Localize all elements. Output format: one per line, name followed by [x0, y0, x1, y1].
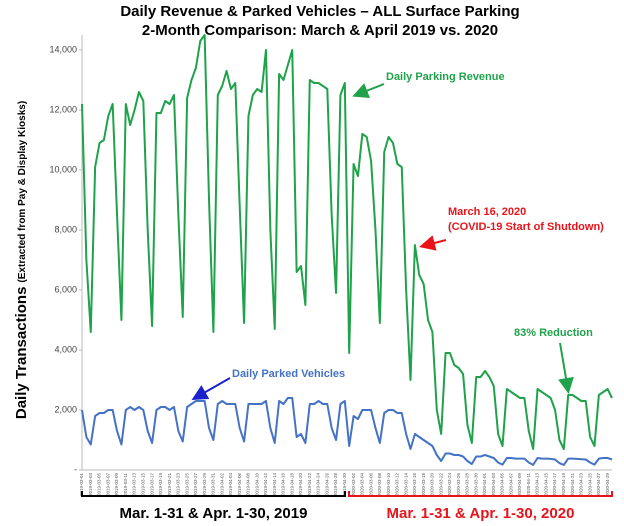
- x-tick-label: 2019-04-28: [333, 473, 338, 497]
- x-tick-label: 2020-03-04: [360, 473, 365, 497]
- x-tick-label: 2019-03-11: [123, 473, 128, 496]
- x-tick-label: 2020-04-03: [491, 473, 496, 497]
- x-tick-label: 2019-04-24: [316, 473, 321, 497]
- x-tick-label: 2020-04-13: [535, 473, 540, 497]
- x-tick-label: 2019-04-14: [272, 473, 277, 497]
- chart-title: Daily Revenue & Parked Vehicles – ALL Su…: [120, 3, 519, 20]
- annotation-arrow: [558, 342, 574, 394]
- annotation: 83% Reduction: [514, 327, 593, 339]
- x-tick-label: 2019-04-12: [263, 473, 268, 497]
- y-tick-label: 12,000: [49, 104, 77, 114]
- x-tick-label: 2019-03-13: [132, 473, 137, 497]
- y-tick-label: 10,000: [49, 164, 77, 174]
- x-tick-label: 2019-03-15: [141, 473, 146, 497]
- x-tick-label: 2019-04-10: [254, 473, 259, 497]
- x-tick-label: 2020-03-24: [447, 473, 452, 497]
- x-tick-label: 2020-04-25: [587, 473, 592, 497]
- series-line: [81, 397, 613, 466]
- x-tick-label: 2020-04-01: [482, 473, 487, 497]
- group-label: Mar. 1-31 & Apr. 1-30, 2019: [120, 505, 308, 522]
- group-bracket: [348, 491, 613, 497]
- x-tick-label: 2019-03-05: [97, 473, 102, 497]
- x-tick-label: 2020-04-21: [570, 473, 575, 497]
- x-tick-label: 2020-04-17: [552, 473, 557, 497]
- x-tick-label: 2020-03-26: [456, 473, 461, 497]
- x-tick-label: 2019-03-27: [193, 473, 198, 497]
- annotation-arrow: [352, 83, 385, 99]
- x-tick-label: 2019-04-06: [237, 473, 242, 497]
- x-tick-label: 2019-04-02: [219, 473, 224, 497]
- x-tick-label: 2020-04-27: [596, 473, 601, 497]
- x-tick-label: 2019-03-09: [114, 473, 119, 497]
- y-axis-note: (Extracted from Pay & Display Kiosks): [17, 101, 28, 283]
- x-tick-label: 2020-04-23: [579, 473, 584, 497]
- y-axis-label: Daily Transactions (Extracted from Pay & …: [13, 101, 30, 419]
- x-tick-label: 2020-04-09: [517, 473, 522, 497]
- x-tick-label: 2019-04-04: [228, 473, 233, 497]
- x-tick-label: 2020-03-08: [377, 473, 382, 497]
- annotation-arrow: [419, 235, 447, 251]
- group-bracket: [81, 491, 346, 497]
- x-tick-label: 2019-04-16: [281, 473, 286, 497]
- annotation: (COVID-19 Start of Shutdown): [448, 221, 604, 233]
- x-tick-label: 2019-04-08: [246, 473, 251, 497]
- x-tick-label: 2019-04-22: [307, 473, 312, 497]
- x-tick-label: 2019-03-31: [211, 473, 216, 497]
- x-tick-label: 2020-03-28: [465, 473, 470, 497]
- y-tick-label: -: [74, 464, 77, 474]
- x-tick-label: 2020-03-14: [403, 473, 408, 497]
- y-tick-label: 2,000: [54, 404, 77, 414]
- y-tick-label: 6,000: [54, 284, 77, 294]
- x-tick-label: 2019-03-19: [158, 473, 163, 497]
- x-tick-label: 2020-04-07: [508, 473, 513, 497]
- series-line: [81, 34, 613, 450]
- x-tick-label: 2020-03-30: [473, 473, 478, 497]
- x-tick-label: 2020-04-29: [605, 473, 610, 497]
- group-label: Mar. 1-31 & Apr. 1-30, 2020: [387, 505, 575, 522]
- y-tick-label: 14,000: [49, 44, 77, 54]
- x-tick-label: 2019-04-26: [324, 473, 329, 497]
- x-tick-label: 2019-03-25: [184, 473, 189, 497]
- x-tick-label: 2019-04-20: [298, 473, 303, 497]
- x-tick-label: 2019-04-30: [342, 473, 347, 497]
- x-tick-label: 2020-04-15: [543, 473, 548, 497]
- x-tick-label: 2019-03-03: [88, 473, 93, 497]
- x-tick-label: 2019-04-18: [289, 473, 294, 497]
- x-tick-label: 2019-03-17: [149, 473, 154, 497]
- x-tick-label: 2020-03-22: [438, 473, 443, 497]
- x-tick-label: 2020-04-19: [561, 473, 566, 497]
- annotation-arrow: [191, 377, 231, 400]
- x-tick-label: 2020-03-20: [430, 473, 435, 497]
- y-tick-label: 8,000: [54, 224, 77, 234]
- x-tick-label: 2019-03-29: [202, 473, 207, 497]
- y-tick-label: 4,000: [54, 344, 77, 354]
- x-tick-label: 2020-03-18: [421, 473, 426, 497]
- x-tick-label: 2020-03-16: [412, 473, 417, 497]
- y-axis-title: Daily Transactions: [13, 287, 30, 420]
- x-tick-label: 2019-03-21: [167, 473, 172, 497]
- x-tick-label: 2020-04-11: [526, 473, 531, 496]
- x-tick-label: 2020-03-12: [395, 473, 400, 497]
- x-tick-label: 2020-03-02: [351, 473, 356, 497]
- annotation: Daily Parked Vehicles: [232, 368, 345, 380]
- x-tick-label: 2020-04-05: [500, 473, 505, 497]
- annotation: Daily Parking Revenue: [386, 71, 505, 83]
- x-tick-label: 2019-03-23: [176, 473, 181, 497]
- x-tick-label: 2019-03-07: [105, 473, 110, 497]
- x-tick-label: 2020-03-10: [386, 473, 391, 497]
- x-tick-label: 2019-03-01: [79, 473, 84, 497]
- x-tick-label: 2020-03-06: [368, 473, 373, 497]
- chart-subtitle: 2-Month Comparison: March & April 2019 v…: [142, 22, 498, 39]
- annotation: March 16, 2020: [448, 206, 526, 218]
